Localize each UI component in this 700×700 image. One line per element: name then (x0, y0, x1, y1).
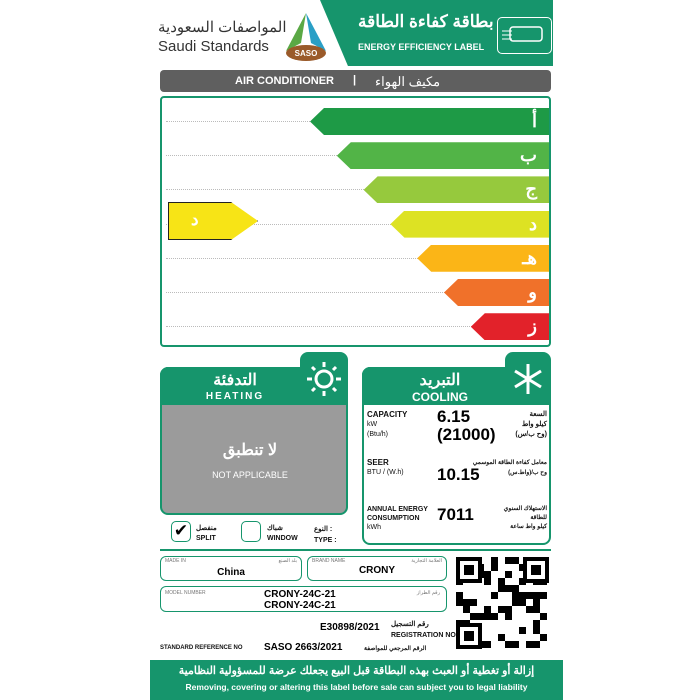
label-title-english: ENERGY EFFICIENCY LABEL (358, 42, 485, 52)
brand-value: CRONY (358, 565, 396, 576)
capacity-arabic: السعة كيلو واط (وح ب/س) (515, 411, 547, 438)
scale-guide-line (166, 223, 397, 225)
split-label: منفصل SPLIT (196, 525, 217, 542)
seer-arabic: معامل كفاءة الطاقة الموسمي وح ب/(واط.س) (472, 460, 547, 476)
rating-label: د (191, 210, 199, 229)
annual-consumption-label: ANNUAL ENERGY CONSUMPTION kWh (367, 506, 428, 531)
product-arabic: مكيف الهواء (375, 74, 441, 89)
registration-label: رقم التسجيل REGISTRATION NO (391, 621, 456, 639)
product-bar: AIR CONDITIONER | مكيف الهواء (160, 70, 551, 92)
seer-label: SEER BTU / (W.h) (367, 458, 404, 476)
registration-value: E30898/2021 (320, 622, 380, 633)
annual-consumption-value: 7011 (437, 505, 474, 524)
standard-reference-arabic: الرقم المرجعي للمواصفة (364, 646, 427, 652)
footer-english: Removing, covering or altering this labe… (185, 682, 528, 692)
type-label: النوع : TYPE : (314, 526, 337, 544)
efficiency-scale: أ ب ج د هـ و ز (160, 96, 551, 347)
made-in-box: MADE IN بلد الصنع China (160, 556, 302, 581)
standard-reference-label: STANDARD REFERENCE NO (160, 645, 243, 651)
efficiency-class-bar: هـ (417, 244, 549, 272)
footer-arabic: إزالة أو تغطية أو العبث بهذه البطاقة قبل… (178, 665, 535, 677)
divider (160, 549, 551, 551)
scale-guide-line (166, 155, 343, 157)
made-in-value: China (217, 567, 245, 578)
not-applicable-english: NOT APPLICABLE (212, 470, 288, 480)
heating-title-arabic: التدفئة (213, 372, 257, 389)
saso-english: Saudi Standards (158, 38, 269, 55)
seer-value: 10.15 (437, 465, 480, 484)
header-banner (320, 0, 553, 66)
capacity-label: CAPACITY kW (Btu/h) (367, 410, 408, 438)
scale-guide-line (166, 121, 316, 122)
split-checkbox[interactable]: ✔ (171, 521, 191, 542)
efficiency-class-bar: د (390, 210, 549, 238)
scale-guide-line (166, 189, 370, 191)
model-value: CRONY-24C-21 CRONY-24C-21 (264, 589, 336, 611)
label-title-arabic: بطاقة كفاءة الطاقة (358, 12, 494, 31)
scale-guide-line (166, 326, 478, 328)
efficiency-class-bar: أ (310, 108, 549, 135)
product-separator: | (353, 74, 357, 86)
cooling-title-arabic: التبريد (419, 372, 461, 389)
product-english: AIR CONDITIONER (235, 75, 334, 87)
efficiency-class-bar: و (444, 279, 549, 306)
efficiency-class-bar: ج (363, 176, 549, 204)
snowflake-icon (505, 352, 551, 404)
qr-code (455, 556, 551, 651)
footer-banner: إزالة أو تغطية أو العبث بهذه البطاقة قبل… (150, 660, 563, 700)
cooling-title-english: COOLING (412, 390, 468, 404)
efficiency-class-bar: ز (470, 313, 549, 341)
svg-text:SASO: SASO (295, 49, 318, 58)
saso-logo: SASO (281, 11, 331, 61)
heating-title-english: HEATING (205, 391, 265, 402)
brand-box: BRAND NAME العلامة التجارية CRONY (307, 556, 447, 581)
scale-guide-line (166, 292, 451, 293)
window-checkbox[interactable] (241, 521, 261, 542)
scale-guide-line (166, 257, 424, 259)
not-applicable-arabic: لا تنطبق (222, 442, 278, 459)
efficiency-class-bar: ب (336, 142, 549, 170)
sun-icon (300, 352, 348, 404)
capacity-value: 6.15 (21000) (437, 407, 496, 444)
standard-reference-value: SASO 2663/2021 (264, 642, 343, 653)
air-conditioner-icon (497, 17, 552, 54)
saso-arabic: المواصفات السعودية (158, 19, 287, 36)
model-box: MODEL NUMBER رقم الطراز CRONY-24C-21 CRONY… (160, 586, 447, 612)
annual-consumption-arabic: الاستهلاك السنوي للطاقة كيلو واط ساعة (503, 506, 547, 530)
window-label: شباك WINDOW (267, 525, 298, 542)
